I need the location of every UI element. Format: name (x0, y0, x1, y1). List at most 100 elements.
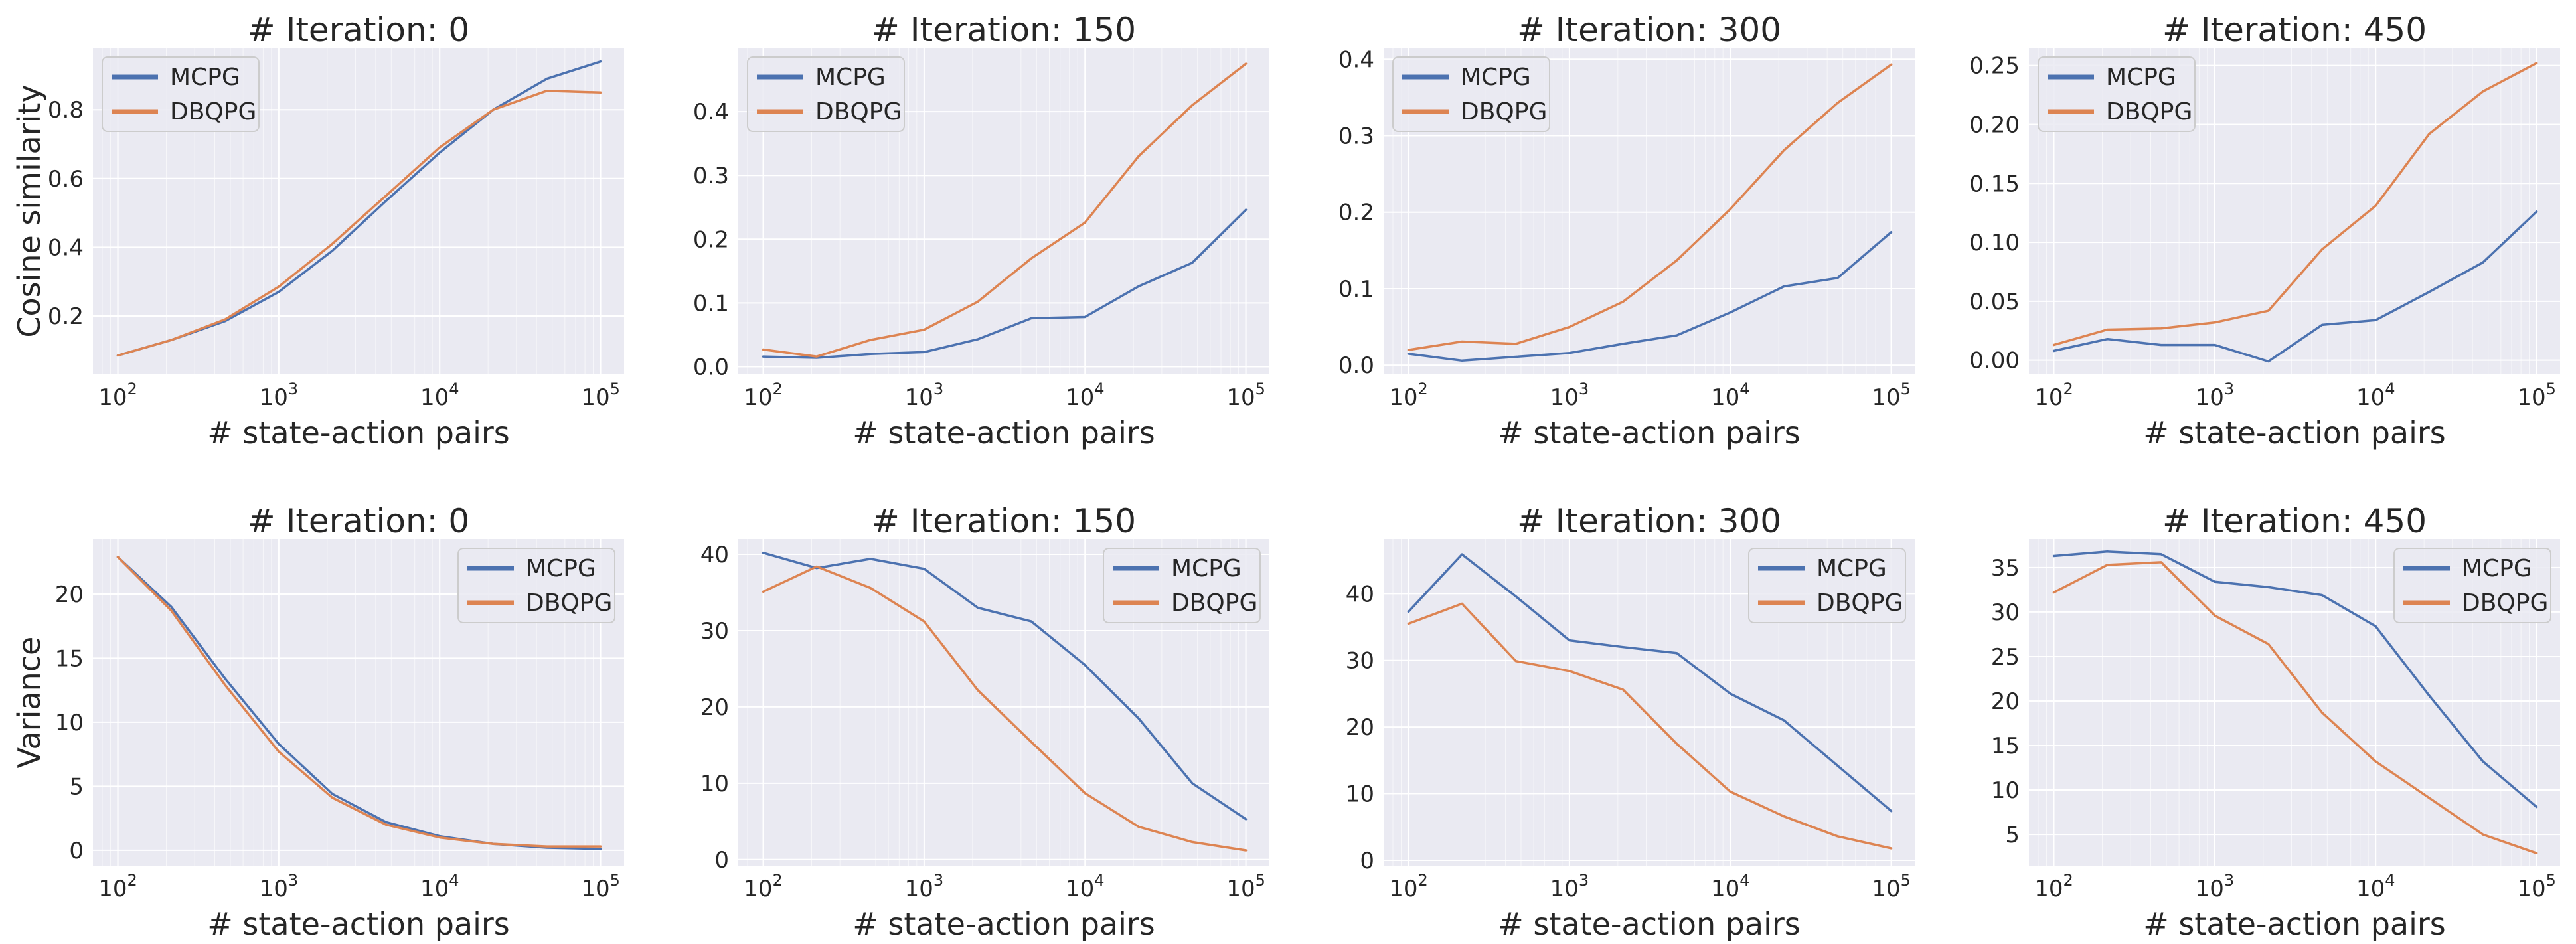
legend-label: MCPG (1461, 64, 1531, 91)
subplot-title: # Iteration: 300 (1517, 11, 1781, 49)
subplot-6: 102 103 104 105 0 10 20 30 40 # Iteration: 150 # s… (700, 502, 1269, 942)
x-tick-label: 104 (1711, 380, 1750, 411)
legend-label: MCPG (526, 555, 596, 582)
subplot-2: 102 103 104 105 0.0 0.1 0.2 0.3 0.4 # Iteration: … (693, 11, 1269, 451)
x-axis-label: # state-action pairs (2143, 906, 2446, 942)
legend-label: DBQPG (815, 98, 902, 125)
y-tick-label: 0 (1360, 848, 1374, 874)
x-tick-label: 104 (2356, 380, 2395, 411)
x-tick-label: 105 (2517, 380, 2556, 411)
legend: MCPG DBQPG (102, 56, 260, 132)
subplot-5: 102 103 104 105 0 5 10 15 20 # Iteration: 0 # stat… (11, 502, 624, 942)
y-tick-label: 5 (2005, 822, 2020, 848)
series-line-dbqpg (2052, 62, 2538, 347)
y-tick-label: 0.00 (1969, 348, 2020, 374)
series-line-mcpg (2052, 550, 2538, 809)
x-tick-label: 103 (260, 871, 299, 902)
x-tick-label: 103 (1550, 380, 1589, 411)
series-line-mcpg (2052, 210, 2538, 363)
x-tick-label: 103 (2196, 380, 2235, 411)
series-line-dbqpg (762, 565, 1248, 852)
series-line-mcpg (762, 551, 1248, 821)
y-tick-label: 15 (1991, 733, 2020, 759)
legend-label: MCPG (815, 64, 886, 91)
series-line-mcpg (762, 208, 1248, 359)
y-tick-label: 0.8 (48, 97, 84, 123)
x-tick-label: 105 (1872, 871, 1911, 902)
series-line-dbqpg (2052, 561, 2538, 854)
series-line-dbqpg (1407, 602, 1893, 850)
y-tick-label: 30 (1346, 648, 1374, 674)
y-tick-label: 10 (700, 771, 729, 797)
legend-label: DBQPG (1171, 590, 1257, 617)
legend-label: MCPG (2462, 555, 2532, 582)
legend-label: DBQPG (526, 590, 612, 617)
x-tick-label: 102 (744, 380, 783, 411)
y-tick-label: 40 (1346, 581, 1374, 607)
subplot-title: # Iteration: 150 (872, 502, 1136, 540)
x-tick-label: 102 (98, 871, 137, 902)
y-tick-label: 0.10 (1969, 230, 2020, 256)
y-tick-label: 35 (1991, 555, 2020, 582)
legend: MCPG DBQPG (747, 56, 905, 132)
x-tick-label: 105 (1872, 380, 1911, 411)
x-tick-label: 104 (2356, 871, 2395, 902)
subplot-title: # Iteration: 300 (1517, 502, 1781, 540)
y-tick-label: 0.4 (48, 234, 84, 261)
legend: MCPG DBQPG (457, 548, 615, 623)
legend: MCPG DBQPG (1103, 548, 1261, 623)
series-line-dbqpg (762, 62, 1248, 358)
y-tick-label: 0.3 (693, 163, 729, 189)
y-tick-label: 0 (714, 847, 729, 874)
x-tick-label: 102 (2034, 380, 2073, 411)
y-tick-label: 0.1 (693, 290, 729, 317)
subplot-title: # Iteration: 150 (872, 11, 1136, 49)
subplot-title: # Iteration: 450 (2162, 502, 2427, 540)
x-axis-label: # state-action pairs (852, 906, 1155, 942)
subplot-1: 102 103 104 105 0.2 0.4 0.6 0.8 # Iteration: 0 # … (11, 11, 624, 451)
legend: MCPG DBQPG (2038, 56, 2196, 132)
y-tick-label: 0.4 (1338, 46, 1374, 73)
x-tick-label: 104 (1066, 871, 1105, 902)
y-tick-label: 25 (1991, 644, 2020, 670)
legend-label: MCPG (1816, 555, 1887, 582)
x-tick-label: 102 (744, 871, 783, 902)
subplot-8: 102 103 104 105 5 10 15 20 25 30 35 # Iteration: 45… (1991, 502, 2560, 942)
y-axis-label: Variance (11, 637, 47, 769)
series-line-mcpg (1407, 553, 1893, 813)
y-tick-label: 0.2 (693, 226, 729, 253)
y-tick-label: 10 (1346, 781, 1374, 808)
subplot-title: # Iteration: 0 (248, 502, 469, 540)
y-tick-label: 0.0 (1338, 353, 1374, 379)
y-tick-label: 0.25 (1969, 53, 2020, 80)
y-tick-label: 0.3 (1338, 123, 1374, 150)
x-axis-label: # state-action pairs (852, 415, 1155, 451)
legend-label: DBQPG (170, 98, 256, 125)
y-tick-label: 0.6 (48, 166, 84, 193)
y-tick-label: 20 (1346, 714, 1374, 741)
x-tick-label: 103 (260, 380, 299, 411)
x-axis-label: # state-action pairs (2143, 415, 2446, 451)
legend: MCPG DBQPG (1748, 548, 1906, 623)
subplot-4: 102 103 104 105 0.00 0.05 0.10 0.15 0.20 0.25 # It… (1969, 11, 2560, 451)
y-tick-label: 40 (700, 542, 729, 568)
x-tick-label: 102 (1389, 380, 1428, 411)
x-axis-label: # state-action pairs (1498, 415, 1801, 451)
legend: MCPG DBQPG (2393, 548, 2551, 623)
x-tick-label: 103 (905, 871, 944, 902)
x-axis-label: # state-action pairs (207, 906, 510, 942)
x-tick-label: 102 (1389, 871, 1428, 902)
x-tick-label: 103 (1550, 871, 1589, 902)
subplot-3: 102 103 104 105 0.0 0.1 0.2 0.3 0.4 # Iteration: … (1338, 11, 1915, 451)
y-tick-label: 0.15 (1969, 171, 2020, 197)
legend-label: MCPG (170, 64, 240, 91)
y-tick-label: 10 (55, 710, 84, 736)
y-tick-label: 20 (1991, 688, 2020, 715)
series-line-dbqpg (116, 89, 602, 357)
y-tick-label: 5 (69, 773, 84, 800)
x-tick-label: 104 (420, 871, 459, 902)
legend-label: MCPG (1171, 555, 1242, 582)
x-axis-label: # state-action pairs (207, 415, 510, 451)
legend-label: DBQPG (2462, 590, 2548, 617)
